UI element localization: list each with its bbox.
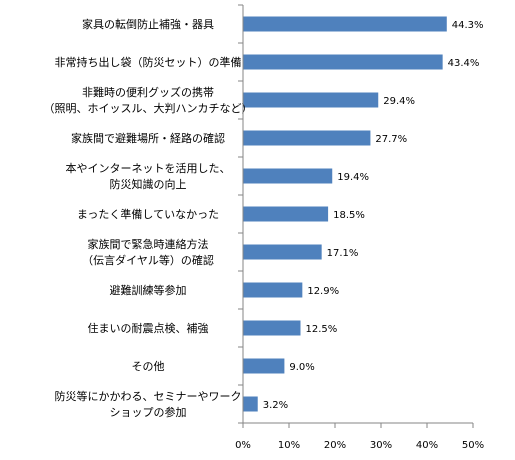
value-label-5: 18.5% xyxy=(333,210,365,221)
value-label-6: 17.1% xyxy=(327,248,359,259)
category-label-0: 家具の転倒防止補強・器具 xyxy=(82,17,214,31)
axes-group: 0% 10% 20% 30% 40% 50% xyxy=(235,4,484,451)
x-tick-label-4: 40% xyxy=(416,440,438,451)
value-labels: 44.3% 43.4% 29.4% 27.7% 19.4% 18.5% 17.1% 12.9%… xyxy=(263,20,484,411)
bar-5 xyxy=(243,206,329,222)
category-label-6: 家族間で緊急時連絡方法（伝言ダイヤル等）の確認 xyxy=(82,237,214,267)
bar-2 xyxy=(243,92,379,108)
bar-10 xyxy=(243,396,258,412)
x-tick-label-2: 20% xyxy=(324,440,346,451)
value-label-9: 9.0% xyxy=(289,362,314,373)
category-labels: 家具の転倒防止補強・器具非常持ち出し袋（防災セット）の準備非難時の便利グッズの携… xyxy=(44,17,253,419)
value-label-1: 43.4% xyxy=(448,58,480,69)
value-label-8: 12.5% xyxy=(306,324,338,335)
bar-1 xyxy=(243,54,443,70)
value-label-7: 12.9% xyxy=(307,286,339,297)
category-label-8: 住まいの耐震点検、補強 xyxy=(88,321,209,335)
value-label-4: 19.4% xyxy=(337,172,369,183)
bar-0 xyxy=(243,16,447,32)
value-label-10: 3.2% xyxy=(263,400,288,411)
value-label-2: 29.4% xyxy=(383,96,415,107)
category-label-4: 本やインターネットを活用した、防災知識の向上 xyxy=(66,161,231,191)
category-label-3: 家族間で避難場所・経路の確認 xyxy=(71,131,225,145)
category-label-1: 非常持ち出し袋（防災セット）の準備 xyxy=(55,55,242,69)
value-label-0: 44.3% xyxy=(452,20,484,31)
x-tick-label-5: 50% xyxy=(462,440,484,451)
category-label-5: まったく準備していなかった xyxy=(77,207,219,221)
bar-8 xyxy=(243,320,301,336)
x-tick-label-3: 30% xyxy=(370,440,392,451)
bar-9 xyxy=(243,358,285,374)
category-label-7: 避難訓練等参加 xyxy=(110,283,187,297)
bars-group xyxy=(243,16,447,412)
bar-4 xyxy=(243,168,333,184)
category-label-10: 防災等にかかわる、セミナーやワークショップの参加 xyxy=(55,389,242,419)
value-label-3: 27.7% xyxy=(375,134,407,145)
bar-7 xyxy=(243,282,303,298)
bar-3 xyxy=(243,130,371,146)
category-label-2: 非難時の便利グッズの携帯（照明、ホイッスル、大判ハンカチなど） xyxy=(44,85,253,115)
x-tick-label-0: 0% xyxy=(235,440,251,451)
bar-6 xyxy=(243,244,322,260)
x-tick-label-1: 10% xyxy=(278,440,300,451)
category-label-9: その他 xyxy=(132,360,165,373)
